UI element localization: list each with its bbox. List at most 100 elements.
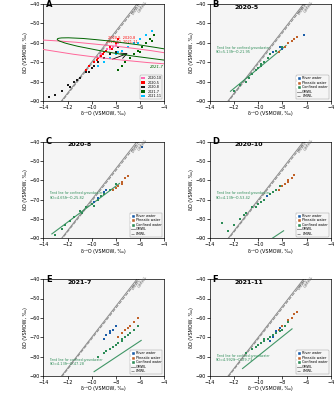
Point [113,51,119,58]
Point [253,344,259,350]
Point [277,328,283,335]
Point [249,70,255,77]
Point [111,187,116,193]
Y-axis label: δD (VSMOW, ‰): δD (VSMOW, ‰) [189,32,194,73]
Point [125,173,131,180]
Text: LMWL: LMWL [298,140,308,153]
Text: 2020-5  2020-8: 2020-5 2020-8 [108,36,136,40]
Point [294,34,300,40]
Point [265,55,271,62]
Point [277,324,283,331]
Point [101,55,107,62]
Point [113,42,119,48]
Point [282,322,288,329]
Point [87,63,92,69]
Text: GMWL: GMWL [137,0,148,14]
Point [101,49,107,56]
Point [95,59,101,65]
Point [219,220,225,226]
Point [99,193,104,199]
Point [286,40,291,46]
Text: 2020-10: 2020-10 [234,142,263,148]
Point [65,82,70,88]
Point [128,55,133,62]
Point [231,222,237,228]
Point [101,350,107,356]
Point [262,336,267,342]
Point [104,47,109,54]
Text: LMWL: LMWL [131,278,142,291]
Point [280,326,285,333]
Point [258,198,263,205]
Point [123,175,128,182]
Point [294,309,300,315]
Point [107,44,113,50]
Point [89,200,95,207]
Point [152,32,157,38]
Point [135,47,140,54]
Point [265,336,271,342]
Point [270,189,276,195]
X-axis label: δ¹⁸O (VSMOW, ‰): δ¹⁸O (VSMOW, ‰) [248,386,293,391]
Y-axis label: δD (VSMOW, ‰): δD (VSMOW, ‰) [189,170,194,210]
Point [116,340,121,346]
Point [113,342,119,348]
Point [113,322,119,329]
Point [62,222,68,228]
Point [246,74,251,81]
Point [94,57,99,63]
Point [107,328,113,335]
Point [243,78,249,85]
Text: Trend line for confined groundwater: Trend line for confined groundwater [49,191,103,195]
Text: C: C [46,138,52,146]
Point [268,51,273,58]
Point [277,183,283,189]
Point [256,200,261,207]
Point [67,218,72,224]
Point [256,65,261,71]
Text: GMWL: GMWL [137,138,148,151]
Point [79,210,85,216]
Point [274,47,279,54]
Point [104,332,109,338]
Point [237,216,243,222]
Point [107,45,113,52]
Point [135,40,140,46]
Legend: River water, Phreatic water, Confined water, GMWL, LMWL: River water, Phreatic water, Confined wa… [296,350,329,374]
Point [47,94,52,100]
Text: Trend line for confined groundwater: Trend line for confined groundwater [216,191,270,195]
Point [119,47,125,54]
Point [243,350,249,356]
Point [125,324,131,331]
Point [131,318,137,325]
Point [274,328,279,335]
Point [135,322,140,329]
Point [286,318,291,325]
Text: Trend line for confined groundwater: Trend line for confined groundwater [216,354,270,358]
Point [289,175,295,182]
Point [137,49,143,56]
Point [249,204,255,211]
Text: δD=4.65δ¹⁸O-25.82: δD=4.65δ¹⁸O-25.82 [49,196,85,200]
Point [95,55,101,62]
Point [289,315,295,321]
Point [262,59,267,65]
Text: δD=4.992δ¹⁸O-29.73: δD=4.992δ¹⁸O-29.73 [216,358,253,362]
X-axis label: δ¹⁸O (VSMOW, ‰): δ¹⁸O (VSMOW, ‰) [81,249,126,254]
Point [119,330,125,336]
Text: A: A [46,0,52,9]
Text: GMWL: GMWL [303,138,315,151]
Point [123,334,128,340]
Point [89,65,95,71]
Point [100,51,105,58]
Point [92,202,97,209]
Point [276,187,282,193]
Point [105,45,110,52]
Text: 2020-5: 2020-5 [234,5,259,10]
Text: LMWL: LMWL [131,3,142,16]
Point [286,177,291,184]
Point [92,59,97,65]
Point [59,88,64,94]
Point [116,36,121,42]
Point [268,334,273,340]
